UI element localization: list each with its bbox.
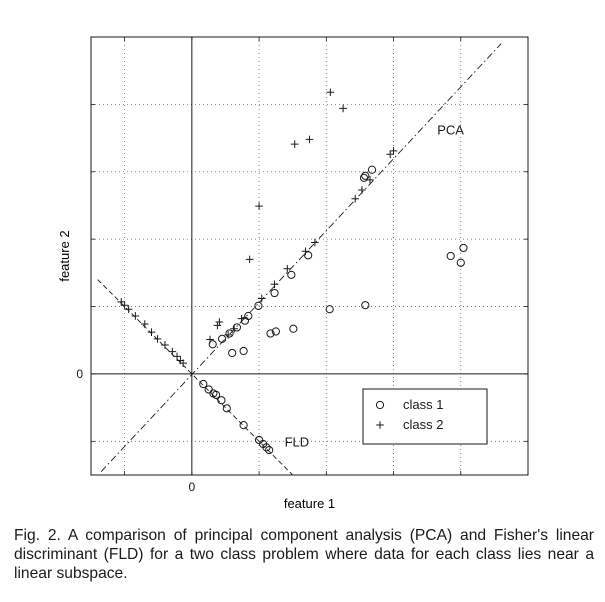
line-annotations: PCA FLD	[285, 123, 465, 450]
class-2-point	[301, 247, 310, 256]
class-2-point	[326, 88, 335, 97]
class-2-point	[366, 176, 374, 184]
legend: class 1 class 2	[362, 388, 488, 445]
class-2-point	[245, 255, 254, 264]
pca-line	[100, 43, 502, 472]
y-axis-label: feature 2	[57, 230, 72, 281]
class-1-point	[208, 340, 217, 349]
data-points	[117, 88, 468, 455]
class-1-point	[204, 385, 213, 394]
class-1-point	[361, 301, 370, 310]
class-1-point	[254, 301, 263, 310]
class-2-point	[339, 104, 347, 113]
class-2-point	[206, 335, 214, 344]
class-1-point	[456, 258, 465, 267]
fld-line	[97, 279, 294, 475]
class-2-point	[358, 186, 366, 194]
class-2-point	[305, 135, 314, 144]
class-1-point	[218, 334, 227, 343]
class-2-point	[213, 321, 222, 330]
class-1-point	[222, 404, 231, 413]
class-1-point	[244, 311, 253, 321]
class-1-point	[199, 379, 208, 389]
x-axis-label: feature 1	[284, 496, 335, 511]
legend-marker-class-1	[375, 400, 385, 410]
class-2-point	[147, 328, 156, 336]
class-1-point	[266, 329, 275, 338]
class-2-point	[140, 320, 149, 328]
class-2-point	[230, 324, 239, 333]
class-1-point	[459, 243, 468, 253]
class-1-point	[289, 324, 298, 333]
class-2-point	[389, 147, 398, 155]
fld-annotation: FLD	[285, 435, 310, 450]
class-1-point	[446, 251, 455, 261]
class-2-point	[179, 359, 187, 367]
legend-label-class-1: class 1	[403, 397, 443, 412]
class-1-point	[228, 348, 237, 358]
class-2-point	[153, 335, 162, 343]
class-2-point	[131, 312, 140, 320]
class-1-point	[211, 390, 221, 399]
x-tick-label: 0	[189, 480, 196, 494]
class-1-point	[325, 305, 334, 314]
class-2-point	[224, 331, 232, 339]
class-2-point	[290, 140, 299, 148]
class-1-point	[361, 171, 370, 180]
class-1-point	[367, 165, 377, 174]
class-1-point	[232, 323, 241, 332]
class-2-point	[311, 238, 319, 247]
class-2-point	[215, 318, 224, 326]
y-tick-label: 0	[76, 367, 83, 381]
class-2-point	[120, 301, 129, 309]
class-1-point	[271, 327, 280, 336]
class-2-point	[237, 314, 246, 323]
class-2-point	[124, 305, 133, 314]
figure-caption: Fig. 2. A comparison of principal compon…	[14, 527, 594, 582]
class-1-point	[239, 346, 248, 356]
legend-label-class-2: class 2	[403, 417, 443, 432]
class-1-point	[217, 396, 226, 405]
class-2-point	[283, 265, 292, 273]
class-1-point	[262, 443, 271, 452]
legend-box	[362, 388, 488, 445]
class-1-point	[270, 288, 279, 298]
series-class-2	[117, 88, 398, 367]
class-2-point	[117, 298, 126, 306]
class-1-point	[287, 270, 296, 279]
class-2-point	[161, 341, 169, 349]
class-2-point	[257, 294, 266, 303]
class-2-point	[173, 352, 181, 361]
class-2-point	[168, 347, 177, 356]
class-1-point	[265, 445, 274, 455]
class-1-point	[225, 329, 234, 338]
class-2-point	[386, 150, 394, 159]
pca-annotation: PCA	[437, 123, 464, 138]
legend-marker-class-2	[376, 421, 384, 429]
class-1-point	[359, 173, 369, 182]
class-1-point	[239, 421, 248, 430]
class-2-point	[351, 194, 360, 203]
class-2-point	[255, 202, 263, 210]
plot-frame	[90, 36, 529, 476]
projection-lines	[97, 43, 502, 475]
zero-axes	[91, 37, 528, 475]
class-2-point	[270, 280, 279, 289]
tick-labels: 00	[76, 36, 529, 494]
